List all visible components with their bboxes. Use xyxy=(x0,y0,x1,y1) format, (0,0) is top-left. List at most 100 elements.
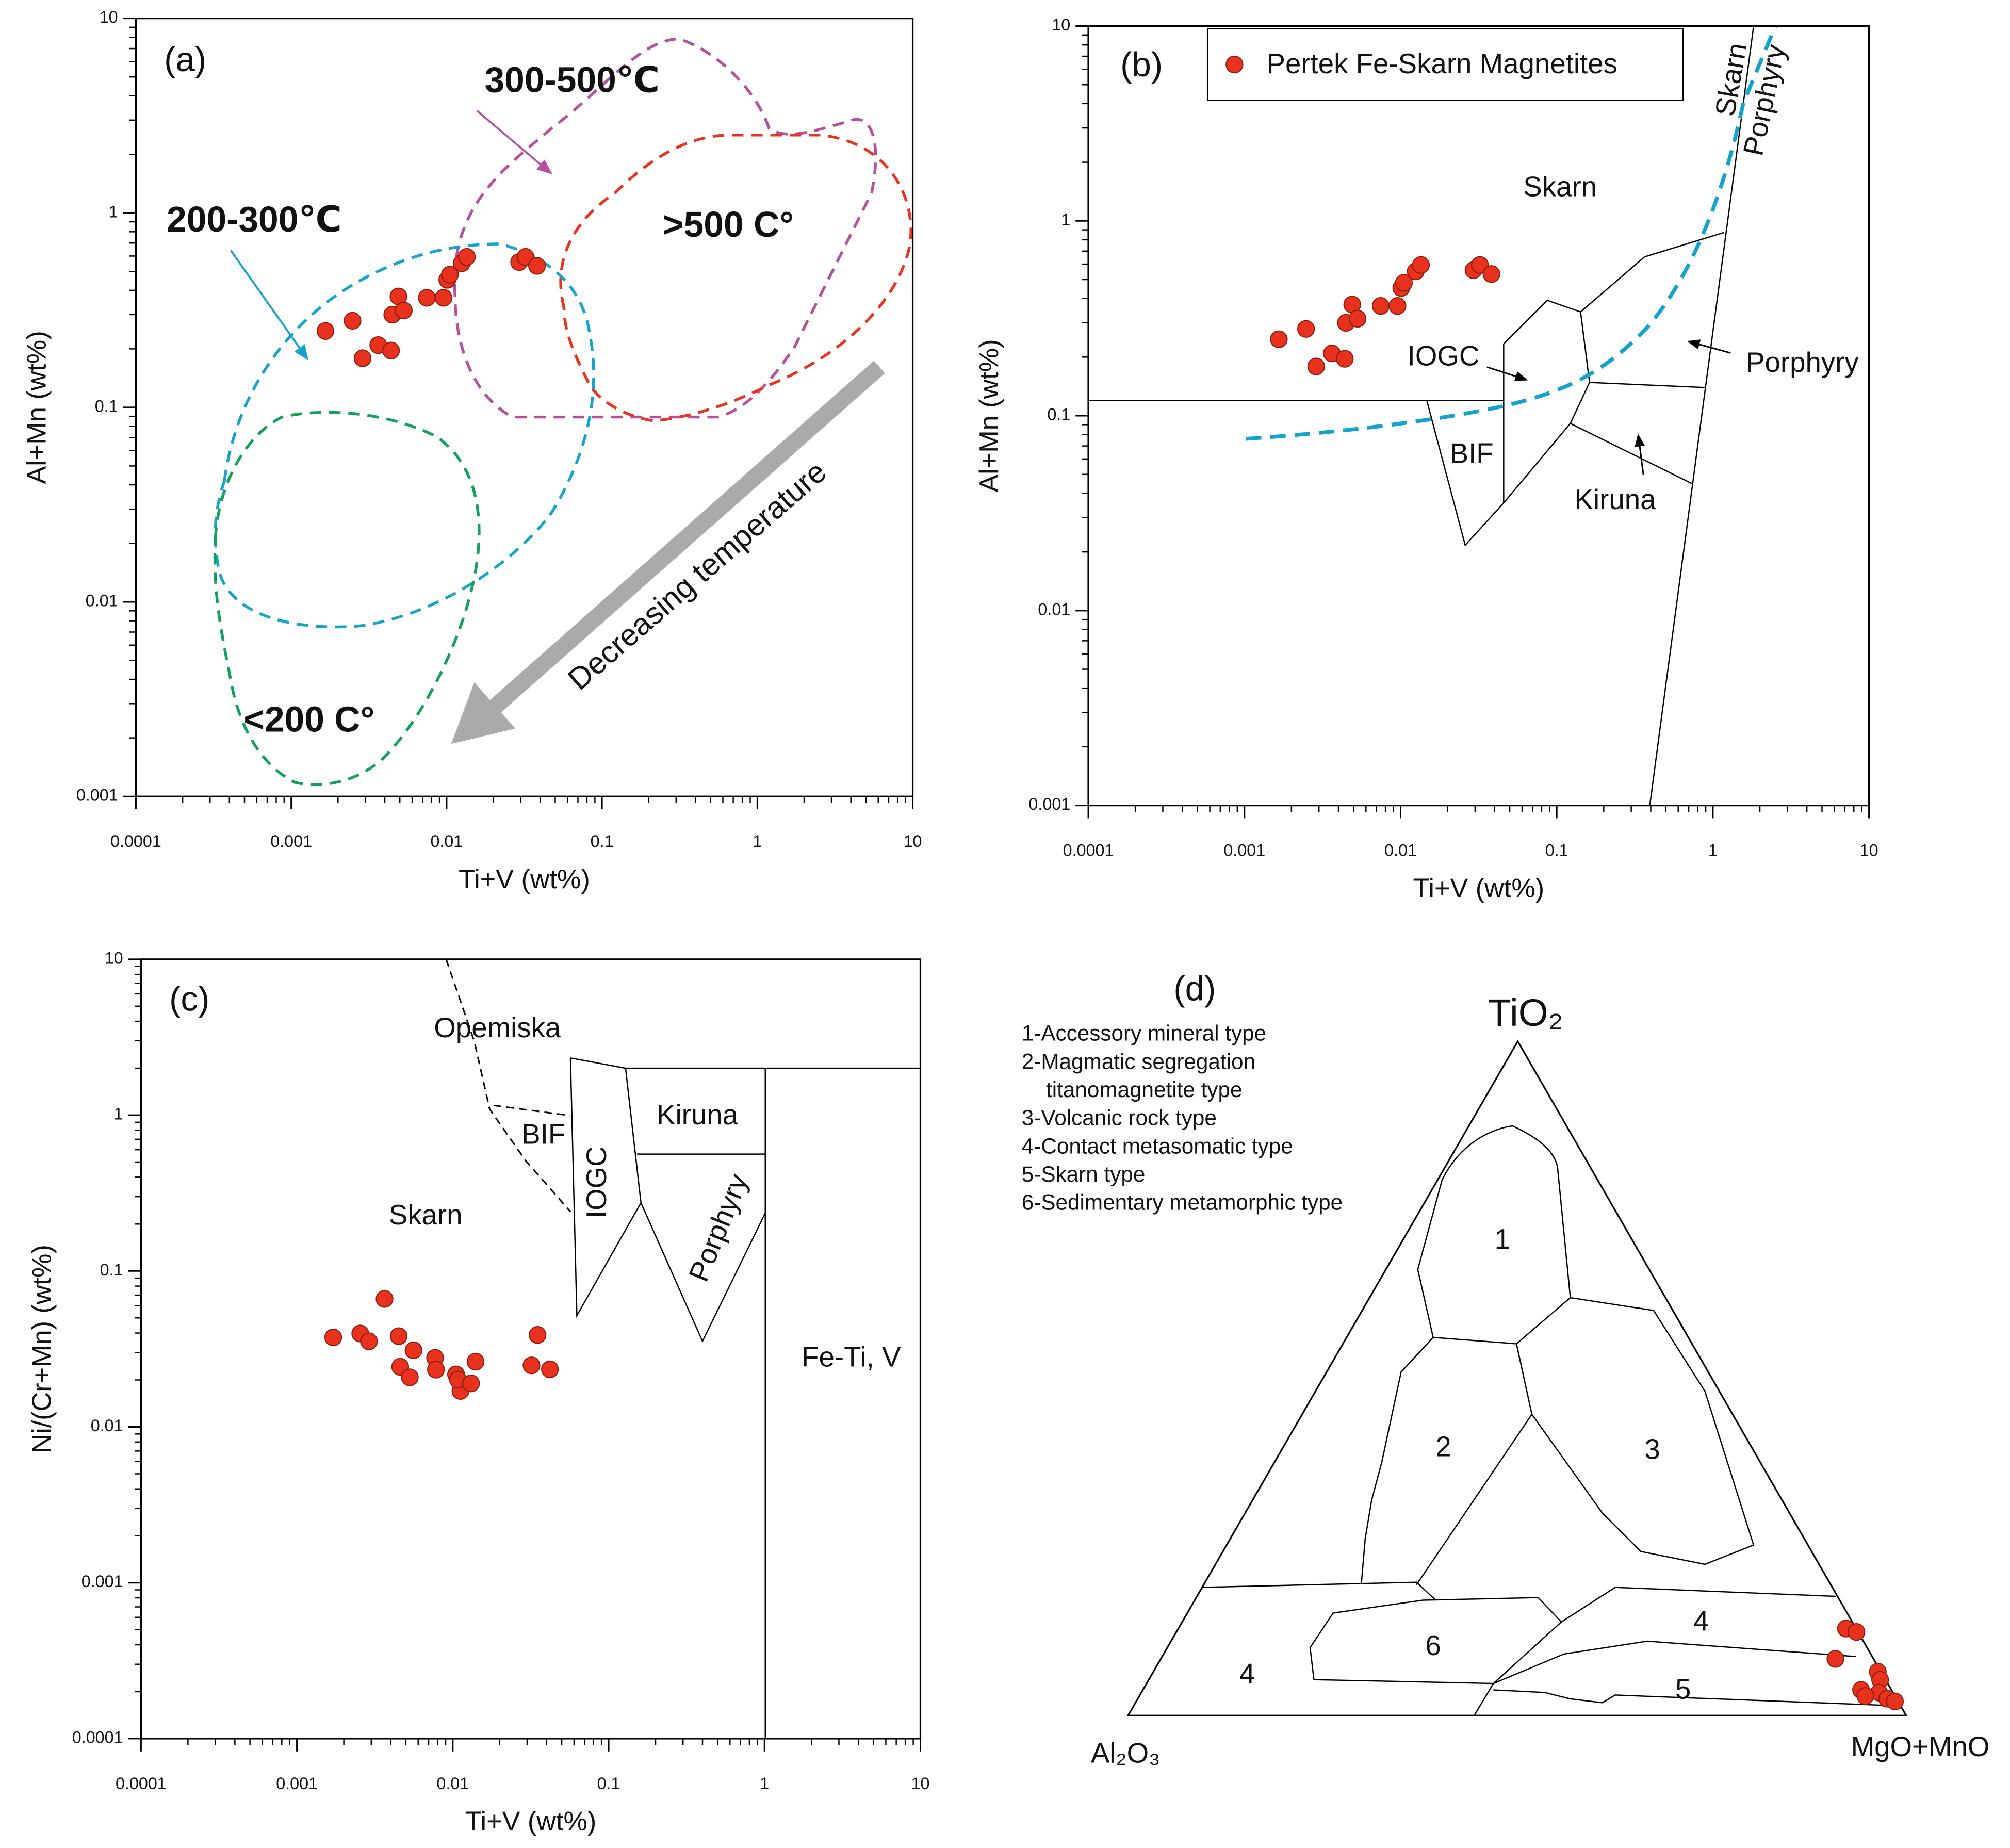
annotation: IOGC xyxy=(581,1146,612,1218)
y-tick-label: 0.1 xyxy=(95,397,118,415)
y-tick-label: 0.1 xyxy=(1047,405,1070,424)
y-tick-label: 1 xyxy=(1061,210,1070,229)
field-5 xyxy=(1493,1689,1885,1706)
data-point xyxy=(401,1368,419,1386)
field-4 xyxy=(1561,1587,1836,1623)
panel: 0.0001 0.001 0.01 0.1 1 10 0.001 0.01 0.1 1 10 Ti+V… xyxy=(974,15,1878,903)
y-tick-label: 0.001 xyxy=(1028,795,1070,813)
fields-c xyxy=(445,959,921,1739)
arrow xyxy=(1486,366,1528,382)
data-point xyxy=(1412,256,1430,274)
data-point xyxy=(353,349,372,367)
panel: (d) TiO₂ Al₂O₃ MgO+MnO 1-Accessory mineral t… xyxy=(1022,970,1990,1769)
panel: 0.0001 0.001 0.01 0.1 1 10 0.0001 0.001 0.01 0.1 1… xyxy=(27,948,929,1836)
annotation: Kiruna xyxy=(657,1099,739,1131)
legend-line: 2-Magmatic segregation xyxy=(1022,1049,1255,1073)
y-axis-label: Al+Mn (wt%) xyxy=(22,331,52,484)
data-point xyxy=(458,248,476,266)
y-tick-label: 0.01 xyxy=(86,592,118,610)
field-200 xyxy=(213,411,481,787)
data-point xyxy=(1297,320,1315,338)
data-point xyxy=(1371,297,1390,315)
apex-label: MgO+MnO xyxy=(1851,1731,1990,1762)
data-point xyxy=(1348,309,1367,328)
data-point xyxy=(1336,350,1354,368)
field-3 xyxy=(1531,1297,1755,1565)
data-point xyxy=(404,1341,422,1360)
data-point xyxy=(1886,1692,1904,1710)
big-arrow-head xyxy=(451,682,516,744)
apex-label: Al₂O₃ xyxy=(1091,1738,1161,1769)
legend-label: Pertek Fe-Skarn Magnetites xyxy=(1267,48,1617,79)
fields-a xyxy=(213,37,912,787)
bif-line xyxy=(493,1104,571,1117)
x-tick-label: 0.01 xyxy=(436,1774,469,1793)
x-tick-label: 0.1 xyxy=(591,832,614,851)
x-tick-label: 1 xyxy=(753,832,762,851)
annotation: Opemiska xyxy=(434,1012,561,1043)
x-tick-label: 10 xyxy=(1860,841,1878,860)
field-2 xyxy=(1361,1337,1434,1584)
big-arrow xyxy=(488,361,885,714)
plot-frame xyxy=(140,958,922,1740)
field-kiruna xyxy=(1570,422,1693,484)
legend-line: 6-Sedimentary metamorphic type xyxy=(1022,1190,1343,1215)
annotation: Skarn xyxy=(389,1199,463,1231)
data-point xyxy=(427,1361,445,1379)
data-point xyxy=(1388,297,1407,315)
y-tick-label: 0.0001 xyxy=(72,1728,123,1746)
field-label: 3 xyxy=(1644,1434,1660,1465)
panel-title: (a) xyxy=(164,40,206,79)
field-bif xyxy=(1426,400,1505,547)
ternary-frame xyxy=(1126,1039,1908,1716)
data-point xyxy=(344,312,362,330)
fields-b xyxy=(1088,25,1777,806)
y-tick-label: 1 xyxy=(109,202,118,221)
field-porphyry xyxy=(640,1202,766,1343)
apex-label: TiO₂ xyxy=(1488,991,1563,1034)
annotation: <200 C° xyxy=(243,699,374,739)
field-5 xyxy=(1493,1640,1856,1685)
x-axis-label: Ti+V (wt%) xyxy=(1413,873,1544,903)
data-point xyxy=(441,266,459,284)
data-point xyxy=(395,301,413,320)
annotation: >500 C° xyxy=(663,204,794,244)
data-point xyxy=(529,1326,547,1344)
skarn-porphyry-line xyxy=(1649,26,1755,806)
panel-title: (c) xyxy=(169,980,209,1019)
legend-line: 4-Contact metasomatic type xyxy=(1022,1134,1293,1158)
annotation: Fe-Ti, V xyxy=(802,1342,901,1373)
annotation: Porphyry xyxy=(1746,347,1859,378)
y-axis-label: Ni/(Cr+Mn) (wt%) xyxy=(27,1245,57,1453)
data-point xyxy=(382,341,400,359)
y-tick-label: 10 xyxy=(100,8,118,26)
field-1 xyxy=(1417,1125,1571,1345)
data-point xyxy=(434,289,453,307)
x-axis-label: Ti+V (wt%) xyxy=(459,864,590,894)
field-porphyry xyxy=(1589,382,1705,388)
legend-line: 3-Volcanic rock type xyxy=(1022,1106,1217,1130)
y-tick-label: 10 xyxy=(1052,15,1070,34)
y-tick-label: 0.1 xyxy=(100,1261,123,1279)
data-point xyxy=(316,322,335,340)
annotation: Porphyry xyxy=(683,1169,755,1286)
y-tick-label: 0.01 xyxy=(1038,600,1070,618)
annotation: IOGC xyxy=(1408,340,1480,372)
annotation: 200-300℃ xyxy=(167,199,342,239)
field-label: 2 xyxy=(1435,1431,1451,1463)
field-500 xyxy=(559,134,912,422)
data-point xyxy=(528,257,546,275)
opemiska-line xyxy=(445,959,571,1213)
field-porphyry xyxy=(1580,232,1725,313)
field-label: 4 xyxy=(1239,1658,1255,1690)
legend-line: 1-Accessory mineral type xyxy=(1022,1021,1266,1045)
data-point xyxy=(1471,256,1489,274)
y-tick-label: 0.01 xyxy=(91,1416,123,1435)
data-point xyxy=(466,1352,485,1371)
x-tick-label: 0.001 xyxy=(270,832,312,851)
data-point xyxy=(541,1360,559,1379)
data-point xyxy=(1482,265,1500,283)
annotation: 300-500℃ xyxy=(484,59,660,100)
annotation: BIF xyxy=(521,1118,565,1150)
